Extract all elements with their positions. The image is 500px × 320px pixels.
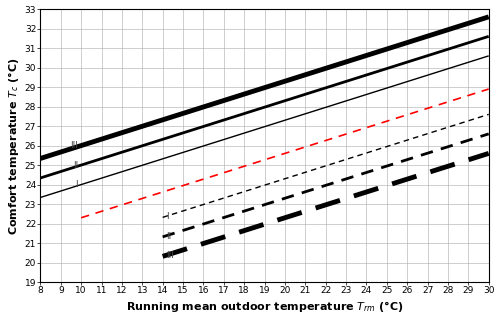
Text: I: I [166,212,168,221]
X-axis label: Running mean outdoor temperature $T_{rm}$ (°C): Running mean outdoor temperature $T_{rm}… [126,300,404,315]
Text: II: II [166,232,171,241]
Text: II: II [73,161,78,170]
Text: I: I [76,180,78,189]
Text: III: III [70,141,78,150]
Y-axis label: Comfort temperature $T_c$ (°C): Comfort temperature $T_c$ (°C) [6,57,20,235]
Text: III: III [166,251,173,260]
